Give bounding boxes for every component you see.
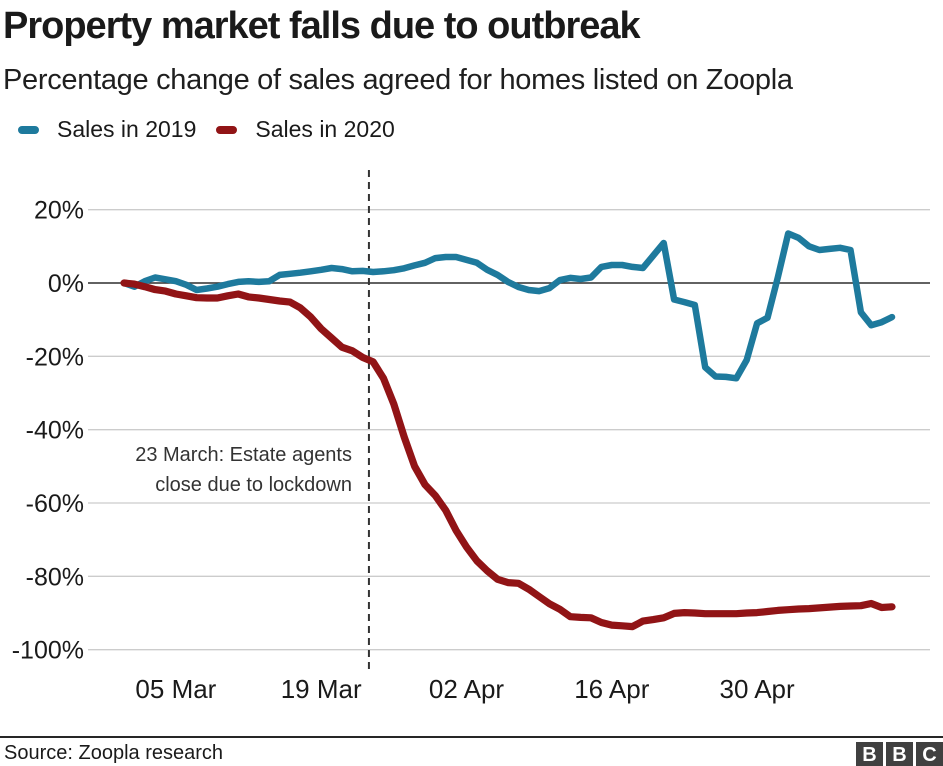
y-axis-tick-label: 0% bbox=[48, 270, 84, 298]
source-text: Source: Zoopla research bbox=[4, 742, 224, 764]
x-axis-tick-label: 02 Apr bbox=[429, 674, 505, 704]
x-axis-tick-label: 30 Apr bbox=[719, 674, 795, 704]
series-line-2020 bbox=[120, 279, 896, 631]
x-axis-tick-label: 16 Apr bbox=[574, 674, 650, 704]
series-line-2019 bbox=[120, 230, 896, 382]
footer-divider bbox=[0, 736, 943, 738]
y-axis-tick-label: 20% bbox=[34, 197, 84, 225]
bbc-logo-block-c: C bbox=[916, 742, 943, 766]
y-axis-tick-label: -100% bbox=[12, 637, 84, 665]
y-axis-tick-label: -60% bbox=[26, 490, 84, 518]
legend-label-2019: Sales in 2019 bbox=[57, 116, 197, 142]
page-subtitle: Percentage change of sales agreed for ho… bbox=[3, 64, 793, 96]
lockdown-annotation-text: 23 March: Estate agents bbox=[135, 444, 352, 466]
x-axis-tick-label: 05 Mar bbox=[135, 674, 216, 704]
legend-swatch-2019-icon bbox=[18, 125, 39, 134]
x-axis-tick-label: 19 Mar bbox=[281, 674, 362, 704]
legend-label-2020: Sales in 2020 bbox=[255, 116, 395, 142]
chart-legend: Sales in 2019 Sales in 2020 bbox=[18, 116, 415, 143]
bbc-logo: B B C bbox=[853, 742, 943, 766]
y-axis-tick-label: -40% bbox=[26, 417, 84, 445]
legend-swatch-2020-icon bbox=[216, 125, 238, 134]
y-axis-tick-label: -80% bbox=[26, 563, 84, 591]
line-chart: 20% 0% -20% -40% -60% -80% -100% 05 Mar 19 Mar 02… bbox=[12, 170, 930, 704]
legend-item-2020: Sales in 2020 bbox=[216, 116, 395, 143]
legend-item-2019: Sales in 2019 bbox=[18, 116, 196, 143]
bbc-logo-block-b2: B bbox=[886, 742, 913, 766]
y-axis-tick-label: -20% bbox=[26, 343, 84, 371]
bbc-logo-block-b1: B bbox=[856, 742, 883, 766]
lockdown-annotation-text: close due to lockdown bbox=[155, 474, 352, 496]
page-title: Property market falls due to outbreak bbox=[3, 5, 641, 47]
